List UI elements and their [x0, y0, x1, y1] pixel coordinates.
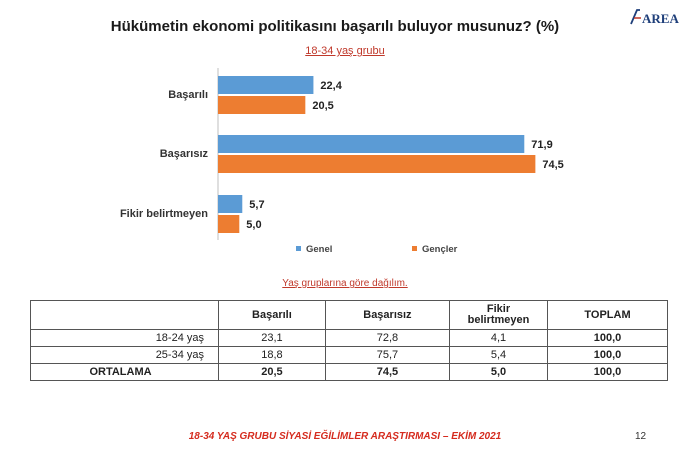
row-label: ORTALAMA	[30, 363, 219, 381]
category-label: Başarılı	[168, 89, 208, 101]
bar-gençler-0	[218, 96, 306, 114]
bar-gençler-1	[218, 155, 536, 173]
table-header-basarisiz: Başarısız	[324, 300, 451, 330]
table-cell: 18,8	[218, 346, 326, 364]
table-row: 25-34 yaş 18,8 75,7 5,4 100,0	[30, 346, 668, 364]
bar-chart: Başarılı 22,4 20,5 Başarısız 71,9 74,5 Fikir b…	[120, 68, 564, 255]
table-cell: 75,7	[324, 346, 451, 364]
data-label: 5,7	[249, 199, 264, 211]
area-logo: AREA	[625, 4, 685, 28]
table-header-toplam: TOPLAM	[547, 300, 668, 330]
table-cell: 4,1	[449, 329, 548, 347]
table-header-row: Başarılı Başarısız Fikir belirtmeyen TOP…	[30, 300, 668, 330]
distribution-table: Başarılı Başarısız Fikir belirtmeyen TOP…	[30, 300, 668, 381]
table-caption: Yaş gruplarına göre dağılım.	[282, 278, 408, 289]
row-label: 25-34 yaş	[30, 346, 219, 364]
logo-text: AREA	[642, 11, 679, 26]
row-label: 18-24 yaş	[30, 329, 219, 347]
data-label: 71,9	[531, 139, 552, 151]
table-header-blank	[30, 300, 219, 330]
table-header-fikir: Fikir belirtmeyen	[449, 300, 548, 330]
legend-label: Gençler	[422, 244, 458, 255]
footer-text: 18-34 YAŞ GRUBU SİYASİ EĞİLİMLER ARAŞTIR…	[188, 431, 502, 442]
legend-swatch-gençler	[412, 246, 417, 251]
table-cell: 74,5	[324, 363, 451, 381]
legend-swatch-genel	[296, 246, 301, 251]
bar-genel-2	[218, 195, 243, 213]
table-cell: 72,8	[324, 329, 451, 347]
table-cell-total: 100,0	[547, 346, 668, 364]
bar-gençler-2	[218, 215, 240, 233]
data-label: 22,4	[320, 80, 342, 92]
data-label: 5,0	[246, 219, 261, 231]
table-cell: 23,1	[218, 329, 326, 347]
table-cell: 5,4	[449, 346, 548, 364]
chart-subtitle: 18-34 yaş grubu	[305, 45, 385, 57]
category-label: Fikir belirtmeyen	[120, 208, 208, 220]
table-row: 18-24 yaş 23,1 72,8 4,1 100,0	[30, 329, 668, 347]
page-number: 12	[635, 431, 647, 442]
table-cell: 20,5	[218, 363, 326, 381]
bar-genel-1	[218, 135, 525, 153]
bar-genel-0	[218, 76, 314, 94]
table-row-average: ORTALAMA 20,5 74,5 5,0 100,0	[30, 363, 668, 381]
table-cell: 5,0	[449, 363, 548, 381]
table-cell-total: 100,0	[547, 329, 668, 347]
table-header-basarili: Başarılı	[218, 300, 326, 330]
table-cell-total: 100,0	[547, 363, 668, 381]
data-label: 74,5	[542, 159, 563, 171]
category-label: Başarısız	[160, 148, 209, 160]
chart-title: Hükümetin ekonomi politikasını başarılı …	[110, 18, 560, 35]
data-label: 20,5	[312, 100, 333, 112]
legend-label: Genel	[306, 244, 332, 255]
